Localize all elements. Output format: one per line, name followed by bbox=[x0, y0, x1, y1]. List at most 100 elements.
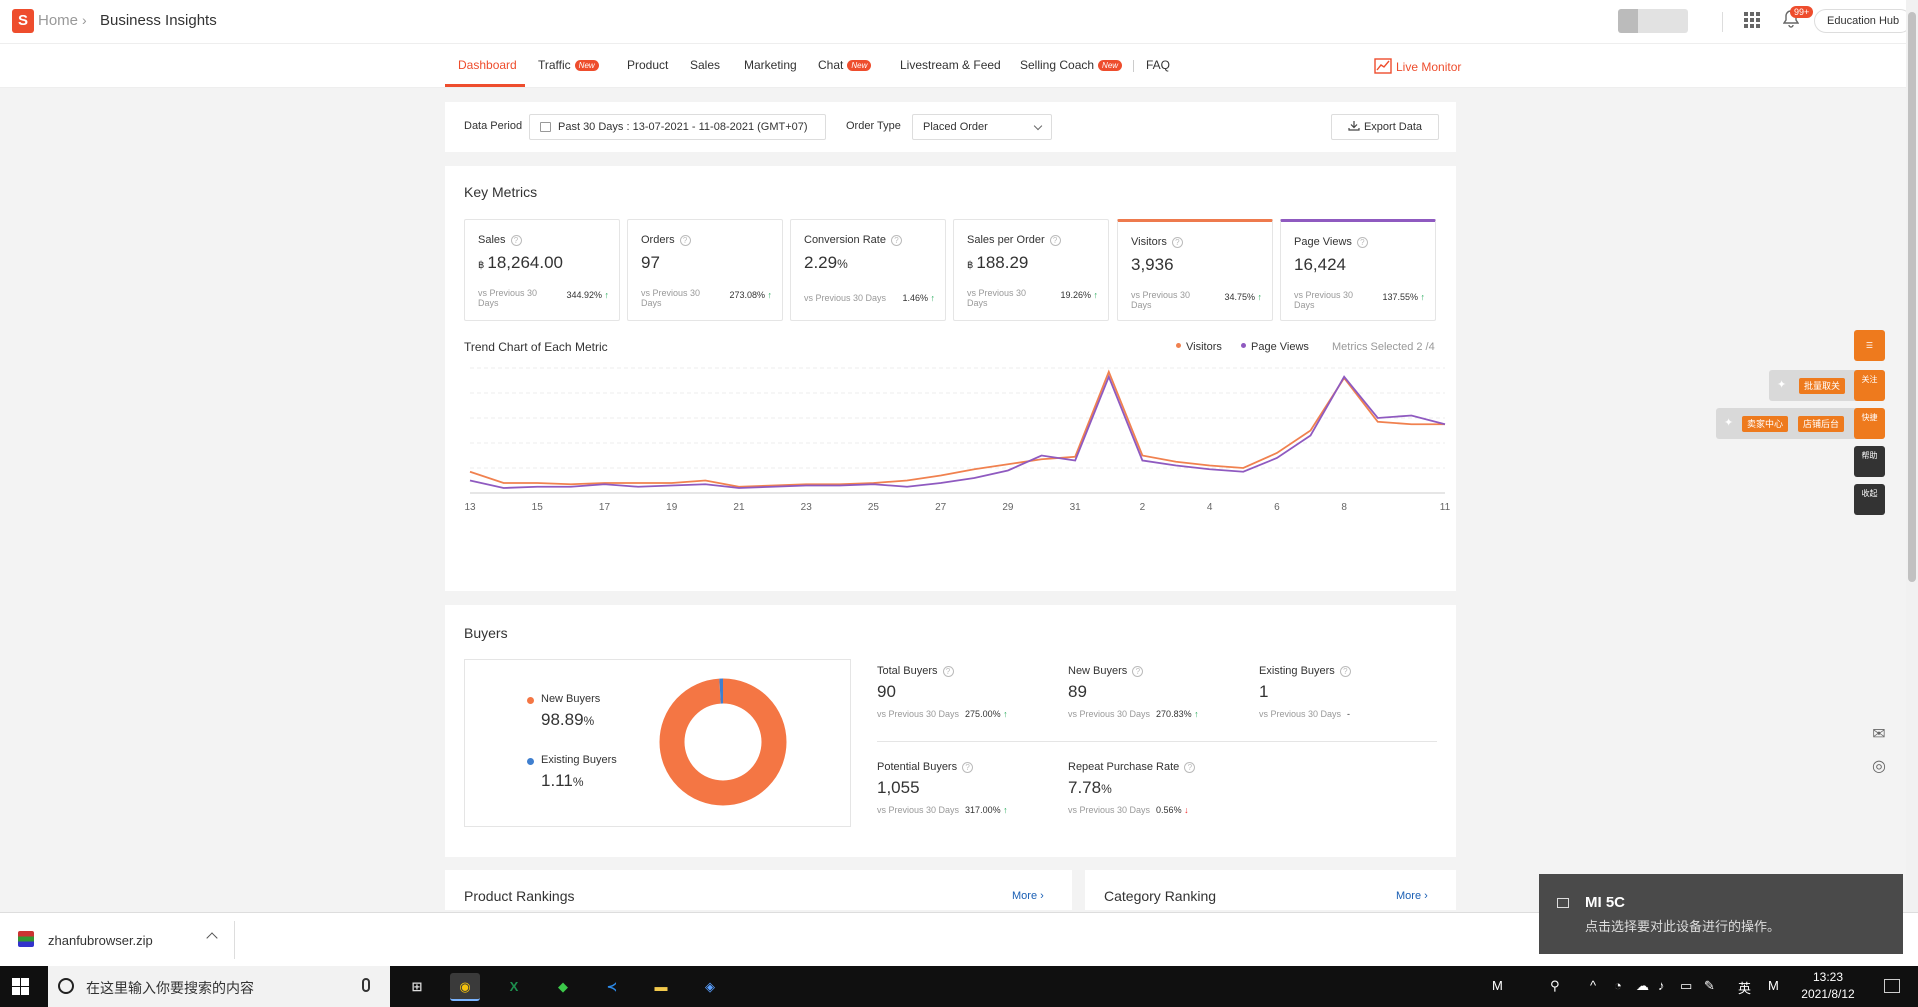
metric-card-sales[interactable]: Sales? ฿ 18,264.00 vs Previous 30 Days 34… bbox=[464, 219, 620, 321]
taskbar-clock[interactable]: 13:23 2021/8/12 bbox=[1796, 969, 1860, 1003]
tab-livestream-feed[interactable]: Livestream & Feed bbox=[900, 58, 1001, 72]
apps-grid-icon[interactable] bbox=[1744, 12, 1760, 28]
tab-marketing[interactable]: Marketing bbox=[744, 58, 797, 72]
info-icon[interactable]: ? bbox=[1171, 237, 1183, 248]
info-icon[interactable]: ? bbox=[1049, 235, 1061, 246]
metric-card-visitors[interactable]: Visitors? 3,936 vs Previous 30 Days 34.7… bbox=[1117, 219, 1273, 321]
trend-line-chart[interactable]: 13 15 17 19 21 23 25 27 29 31 2 4 6 8 11 bbox=[445, 356, 1456, 531]
device-icon bbox=[1557, 898, 1569, 908]
seller-center-pill[interactable]: 卖家中心 bbox=[1742, 416, 1789, 432]
scrollbar-thumb[interactable] bbox=[1908, 12, 1916, 582]
tab-chat[interactable]: Chat New bbox=[818, 58, 872, 72]
microphone-icon[interactable] bbox=[362, 978, 370, 992]
stat-name: New Buyers? bbox=[1068, 665, 1144, 677]
info-icon[interactable]: ? bbox=[890, 235, 902, 246]
pin-icon[interactable]: ✦ bbox=[1777, 379, 1787, 391]
info-icon[interactable]: ? bbox=[1184, 762, 1196, 773]
info-icon[interactable]: ? bbox=[679, 235, 691, 246]
chevron-up-icon[interactable] bbox=[206, 932, 218, 944]
date-range-picker[interactable]: Past 30 Days : 13-07-2021 - 11-08-2021 (… bbox=[529, 114, 826, 140]
divider bbox=[1133, 60, 1134, 72]
tray-network-icon[interactable]: ◔ bbox=[1614, 978, 1622, 993]
follow-float-button[interactable]: 关注 bbox=[1854, 370, 1885, 401]
shortcut-float-button[interactable]: 快捷 bbox=[1854, 408, 1885, 439]
legend-page-views[interactable]: Page Views bbox=[1241, 341, 1309, 353]
device-notification-toast[interactable]: MI 5C 点击选择要对此设备进行的操作。 bbox=[1539, 874, 1903, 954]
tab-sales[interactable]: Sales bbox=[690, 58, 721, 72]
task-view-icon[interactable]: ⊞ bbox=[411, 979, 423, 994]
excel-icon[interactable]: X bbox=[509, 979, 519, 994]
new-badge: New bbox=[1098, 60, 1123, 71]
info-icon[interactable]: ? bbox=[510, 235, 522, 246]
tab-product[interactable]: Product bbox=[627, 58, 669, 72]
export-data-button[interactable]: Export Data bbox=[1331, 114, 1439, 140]
new-badge: New bbox=[574, 60, 599, 71]
product-rankings-title: Product Rankings bbox=[464, 888, 575, 904]
legend-visitors[interactable]: Visitors bbox=[1176, 341, 1222, 353]
shop-backend-pill[interactable]: 店铺后台 bbox=[1798, 416, 1845, 432]
info-icon[interactable]: ? bbox=[942, 666, 954, 677]
action-center-icon[interactable] bbox=[1884, 979, 1900, 993]
collapse-float-button[interactable]: 收起 bbox=[1854, 484, 1885, 515]
tray-battery-icon[interactable]: ▭ bbox=[1680, 978, 1693, 993]
avatar[interactable] bbox=[1618, 9, 1688, 33]
metric-card-conversion-rate[interactable]: Conversion Rate? 2.29% vs Previous 30 Da… bbox=[790, 219, 946, 321]
metric-change: 34.75% ↑ bbox=[1224, 292, 1262, 302]
page-scrollbar[interactable] bbox=[1906, 0, 1918, 912]
vscode-icon[interactable]: ≺ bbox=[606, 979, 618, 994]
tray-ime-icon[interactable]: M bbox=[1768, 978, 1779, 993]
taskbar-search-box[interactable]: 在这里输入你要搜索的内容 bbox=[48, 966, 390, 1007]
order-type-select[interactable]: Placed Order bbox=[912, 114, 1052, 140]
tray-chevron-up-icon[interactable]: ^ bbox=[1590, 978, 1597, 993]
product-rankings-more-link[interactable]: More › bbox=[1012, 890, 1044, 902]
category-ranking-more-link[interactable]: More › bbox=[1396, 890, 1428, 902]
tray-person-icon[interactable]: ⚲ bbox=[1550, 978, 1560, 993]
chat-float-icon[interactable]: ☰ bbox=[1854, 330, 1885, 361]
tray-cloud-icon[interactable]: ☁ bbox=[1636, 978, 1649, 993]
metric-value: 3,936 bbox=[1131, 255, 1174, 274]
donut-slice-new-buyers[interactable] bbox=[659, 678, 787, 806]
stat-new-buyers-value: 89 bbox=[1068, 682, 1087, 701]
metric-card-sales-per-order[interactable]: Sales per Order? ฿ 188.29 vs Previous 30 … bbox=[953, 219, 1109, 321]
info-icon[interactable]: ? bbox=[1339, 666, 1351, 677]
windows-start-icon[interactable] bbox=[12, 978, 29, 995]
archive-file-icon bbox=[18, 931, 34, 947]
chrome-icon[interactable]: ◉ bbox=[450, 973, 480, 1001]
pin-icon[interactable]: ✦ bbox=[1724, 417, 1734, 429]
headset-icon[interactable]: ◎ bbox=[1872, 758, 1886, 775]
stat-compare: vs Previous 30 Days 0.56% ↓ bbox=[1068, 805, 1189, 815]
x-tick-label: 27 bbox=[935, 502, 947, 513]
arrow-up-icon: ↑ bbox=[930, 293, 936, 303]
tray-volume-icon[interactable]: ♪ bbox=[1658, 978, 1665, 993]
series-line-page-views[interactable] bbox=[469, 374, 1446, 489]
info-icon[interactable]: ? bbox=[1132, 666, 1144, 677]
info-icon[interactable]: ? bbox=[962, 762, 974, 773]
chevron-right-icon: › bbox=[82, 12, 87, 28]
help-float-button[interactable]: 帮助 bbox=[1854, 446, 1885, 477]
metric-name: Page Views? bbox=[1294, 236, 1368, 248]
download-file-name[interactable]: zhanfubrowser.zip bbox=[48, 933, 153, 948]
wechat-icon[interactable]: ◆ bbox=[558, 979, 568, 994]
info-icon[interactable]: ? bbox=[1356, 237, 1368, 248]
tray-pen-icon[interactable]: ✎ bbox=[1704, 978, 1715, 993]
metric-card-page-views[interactable]: Page Views? 16,424 vs Previous 30 Days 1… bbox=[1280, 219, 1436, 321]
tray-language-indicator[interactable]: 英 bbox=[1738, 981, 1752, 996]
file-explorer-icon[interactable]: ▬ bbox=[654, 979, 668, 994]
tab-faq[interactable]: FAQ bbox=[1146, 58, 1171, 72]
shop-logo-icon[interactable]: S bbox=[12, 9, 34, 33]
buyers-donut-chart[interactable] bbox=[653, 672, 793, 812]
education-hub-button[interactable]: Education Hub bbox=[1814, 9, 1913, 33]
breadcrumb-home[interactable]: Home bbox=[38, 12, 79, 29]
donut-slice-existing-buyers[interactable] bbox=[659, 678, 787, 806]
mail-icon[interactable]: ✉ bbox=[1872, 726, 1886, 743]
metric-card-orders[interactable]: Orders? 97 vs Previous 30 Days 273.08% ↑ bbox=[627, 219, 783, 321]
tab-traffic[interactable]: Traffic New bbox=[538, 58, 599, 72]
series-line-visitors[interactable] bbox=[469, 369, 1445, 488]
tray-m-icon[interactable]: M bbox=[1492, 978, 1503, 993]
app-icon[interactable]: ◈ bbox=[705, 979, 715, 994]
tab-selling-coach[interactable]: Selling Coach New bbox=[1020, 58, 1123, 72]
clock-date: 2021/8/12 bbox=[1801, 987, 1855, 1001]
tab-dashboard[interactable]: Dashboard bbox=[458, 58, 517, 72]
batch-unfollow-pill[interactable]: 批量取关 bbox=[1799, 378, 1846, 394]
live-monitor-link[interactable]: Live Monitor bbox=[1374, 58, 1461, 74]
